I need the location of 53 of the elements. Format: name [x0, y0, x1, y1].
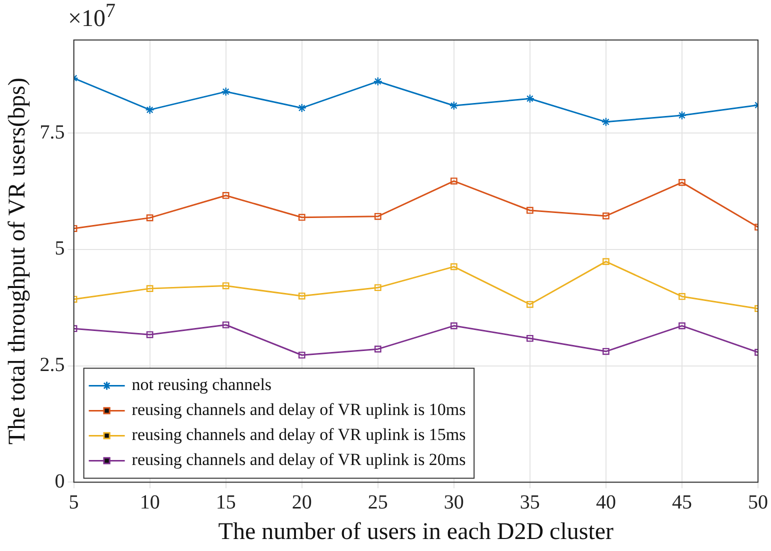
x-tick-label: 50	[748, 491, 768, 514]
point	[678, 293, 686, 300]
legend-label: not reusing channels	[132, 375, 272, 394]
point	[298, 214, 306, 221]
point	[374, 346, 382, 353]
point	[222, 192, 230, 199]
point	[526, 334, 534, 342]
x-tick-label: 30	[444, 491, 464, 514]
y-tick-label: 0	[54, 470, 65, 492]
point	[601, 117, 611, 127]
x-axis-title: The number of users in each D2D cluster	[218, 518, 614, 545]
point	[526, 206, 534, 214]
point	[678, 322, 686, 330]
point	[450, 263, 458, 270]
x-tick-label: 35	[520, 491, 540, 514]
legend-label: reusing channels and delay of VR uplink is 10ms	[132, 400, 466, 420]
point	[677, 110, 687, 120]
y-axis-title: The total throughput of VR users(bps)	[4, 78, 31, 445]
point	[602, 212, 610, 220]
point	[298, 352, 306, 359]
point	[146, 214, 154, 222]
x-tick-label: 40	[596, 491, 616, 514]
text: ×10$^{7}$	[68, 0, 116, 33]
point	[450, 322, 458, 330]
point	[526, 300, 534, 308]
point	[450, 178, 458, 184]
x-tick-label: 25	[368, 491, 388, 514]
x-tick-label: 5	[68, 491, 79, 514]
y-tick-label: 5	[54, 238, 65, 260]
point	[525, 94, 535, 104]
point	[222, 321, 230, 328]
x-tick-label: 20	[292, 491, 312, 514]
point	[146, 285, 154, 292]
legend-label: reusing channels and delay of VR uplink is 20ms	[132, 450, 466, 470]
x-tick-label: 15	[216, 491, 236, 514]
point	[374, 212, 382, 220]
point	[297, 103, 306, 113]
y-tick-label: 7.5	[40, 121, 65, 144]
point	[298, 292, 306, 300]
point	[678, 179, 686, 186]
point	[602, 348, 610, 355]
point	[373, 76, 382, 86]
point	[449, 101, 459, 110]
x-tick-label: 10	[140, 491, 160, 514]
point	[221, 87, 230, 96]
point	[145, 105, 154, 114]
y-tick-label: 2.5	[40, 354, 65, 376]
point	[222, 282, 230, 290]
point	[374, 284, 382, 292]
point	[146, 331, 154, 338]
point	[602, 258, 610, 265]
x-tick-label: 45	[672, 491, 692, 514]
legend-label: reusing channels and delay of VR uplink is 15ms	[132, 425, 466, 444]
